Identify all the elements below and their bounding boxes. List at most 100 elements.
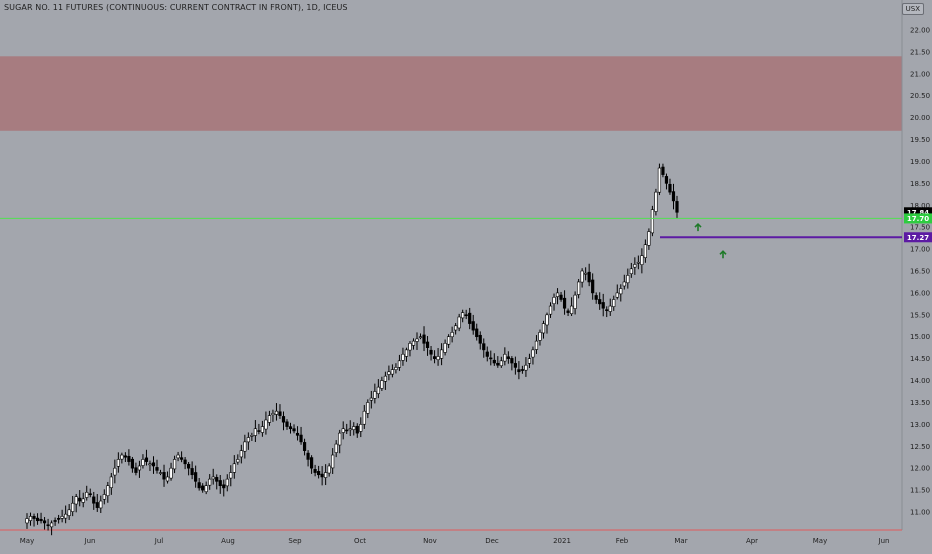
- candle-body: [636, 261, 640, 264]
- x-tick-label: Mar: [674, 537, 687, 545]
- candle-body: [376, 386, 380, 394]
- candle-body: [201, 485, 205, 491]
- candle-body: [520, 369, 525, 371]
- candle-body: [633, 264, 637, 268]
- arrow-head: [719, 250, 727, 255]
- candle-body: [222, 484, 226, 489]
- candle-body: [260, 426, 265, 433]
- candle-body: [397, 360, 402, 368]
- candle-body: [608, 305, 612, 312]
- candle-body: [317, 471, 321, 476]
- y-tick-label: 21.00: [910, 70, 930, 78]
- resistance-zone: [0, 56, 902, 131]
- candle-body: [324, 472, 328, 478]
- candle-body: [32, 516, 36, 519]
- candle-body: [615, 292, 619, 298]
- currency-badge[interactable]: USX: [901, 3, 924, 15]
- candle-body: [334, 443, 338, 453]
- candle-body: [538, 332, 542, 341]
- candle-body: [450, 332, 454, 338]
- candle-body: [657, 167, 662, 193]
- candle-body: [478, 334, 482, 344]
- candle-body: [106, 485, 110, 497]
- candle-body: [629, 268, 633, 275]
- x-tick-label: Aug: [221, 537, 235, 545]
- candle-body: [352, 426, 356, 430]
- candle-body: [190, 468, 194, 476]
- candle-body: [601, 302, 605, 309]
- candle-body: [552, 296, 556, 304]
- x-tick-label: Apr: [746, 537, 758, 545]
- candle-body: [278, 411, 282, 416]
- y-tick-label: 15.00: [910, 333, 930, 341]
- candle-body: [559, 294, 563, 300]
- candle-body: [215, 477, 219, 482]
- candle-body: [46, 524, 50, 527]
- y-tick-label: 19.50: [910, 136, 930, 144]
- candle-body: [158, 472, 163, 474]
- candle-body: [306, 452, 310, 460]
- candle-body: [95, 502, 99, 508]
- y-tick-label: 19.00: [910, 158, 930, 166]
- candle-body: [432, 356, 437, 359]
- candle-body: [562, 297, 567, 309]
- candle-body: [454, 325, 458, 331]
- candle-body: [281, 416, 286, 423]
- candle-body: [292, 428, 296, 432]
- candle-body: [619, 288, 623, 295]
- candle-body: [285, 421, 289, 427]
- candle-body: [464, 314, 468, 317]
- candle-body: [418, 336, 423, 339]
- candle-body: [288, 426, 293, 430]
- candles: [25, 163, 679, 536]
- y-tick-label: 14.50: [910, 355, 930, 363]
- candle-body: [331, 454, 335, 469]
- x-tick-label: 2021: [553, 537, 571, 545]
- candle-body: [369, 397, 373, 401]
- candle-body: [148, 463, 152, 466]
- candle-body: [425, 341, 430, 348]
- candle-body: [643, 244, 647, 258]
- candle-body: [67, 509, 71, 516]
- candle-body: [534, 340, 539, 350]
- candle-body: [81, 498, 85, 503]
- y-tick-label: 16.00: [910, 289, 930, 297]
- candle-body: [267, 415, 272, 423]
- candle-body: [380, 380, 384, 389]
- x-tick-label: Dec: [485, 537, 499, 545]
- y-tick-label: 15.50: [910, 311, 930, 319]
- candle-body: [137, 465, 142, 471]
- candle-body: [548, 305, 553, 315]
- candle-body: [496, 362, 500, 366]
- candle-body: [92, 496, 96, 504]
- y-tick-label: 20.50: [910, 92, 930, 100]
- candle-body: [541, 323, 546, 334]
- candle-body: [239, 450, 243, 458]
- candle-body: [499, 360, 503, 367]
- candle-body: [120, 454, 124, 460]
- candle-body: [573, 294, 577, 309]
- candle-body: [274, 410, 279, 415]
- candle-body: [141, 459, 145, 466]
- green-line-tag: 17.70: [907, 215, 929, 223]
- candle-body: [39, 518, 43, 522]
- x-tick-label: Feb: [616, 537, 629, 545]
- candle-body: [57, 518, 61, 520]
- candle-body: [598, 299, 602, 305]
- candle-body: [35, 517, 40, 522]
- candle-body: [612, 299, 616, 307]
- candle-body: [232, 463, 236, 473]
- candle-body: [524, 364, 528, 371]
- purple-line-tag-bg: [904, 232, 932, 243]
- candle-body: [194, 472, 198, 482]
- candle-body: [482, 343, 486, 351]
- candle-body: [197, 482, 201, 489]
- y-tick-label: 18.50: [910, 180, 930, 188]
- candle-body: [348, 428, 352, 431]
- candle-body: [647, 231, 651, 246]
- candle-body: [675, 201, 679, 213]
- up-arrow-icon: [694, 222, 702, 232]
- candle-body: [53, 520, 57, 522]
